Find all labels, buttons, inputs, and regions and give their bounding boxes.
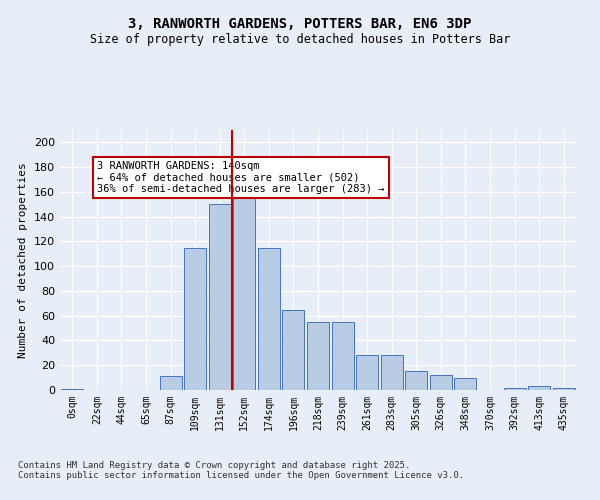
Bar: [430, 375, 452, 390]
Bar: [380, 356, 403, 390]
Bar: [405, 372, 427, 390]
Y-axis label: Number of detached properties: Number of detached properties: [19, 162, 28, 358]
Bar: [160, 376, 182, 390]
Bar: [528, 386, 550, 390]
Bar: [283, 310, 304, 390]
Bar: [356, 356, 378, 390]
Bar: [184, 248, 206, 390]
Bar: [454, 378, 476, 390]
Bar: [233, 192, 256, 390]
Bar: [503, 388, 526, 390]
Text: Size of property relative to detached houses in Potters Bar: Size of property relative to detached ho…: [90, 32, 510, 46]
Bar: [332, 322, 353, 390]
Text: 3 RANWORTH GARDENS: 140sqm
← 64% of detached houses are smaller (502)
36% of sem: 3 RANWORTH GARDENS: 140sqm ← 64% of deta…: [97, 161, 385, 194]
Bar: [61, 389, 83, 390]
Text: Contains HM Land Registry data © Crown copyright and database right 2025.
Contai: Contains HM Land Registry data © Crown c…: [18, 460, 464, 480]
Bar: [553, 388, 575, 390]
Bar: [209, 204, 231, 390]
Text: 3, RANWORTH GARDENS, POTTERS BAR, EN6 3DP: 3, RANWORTH GARDENS, POTTERS BAR, EN6 3D…: [128, 18, 472, 32]
Bar: [307, 322, 329, 390]
Bar: [258, 248, 280, 390]
